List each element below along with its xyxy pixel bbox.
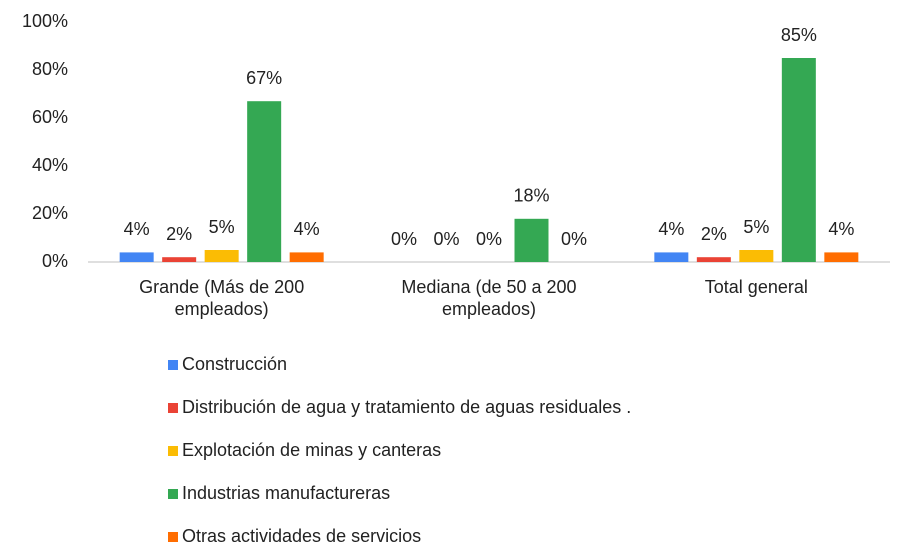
data-label: 5% [209, 217, 235, 237]
data-label: 2% [166, 224, 192, 244]
data-label: 0% [391, 229, 417, 249]
legend-swatch [168, 446, 178, 456]
y-tick-label: 100% [22, 11, 68, 31]
legend-label: Construcción [182, 354, 287, 374]
data-label: 2% [701, 224, 727, 244]
data-label: 67% [246, 68, 282, 88]
bar [514, 218, 549, 262]
data-label: 4% [294, 219, 320, 239]
legend-label: Distribución de agua y tratamiento de ag… [182, 397, 631, 417]
legend-swatch [168, 489, 178, 499]
bar [289, 252, 324, 262]
data-label: 18% [513, 186, 549, 206]
x-tick-label: Grande (Más de 200 empleados) [139, 277, 305, 319]
legend-swatch [168, 532, 178, 542]
legend-label: Explotación de minas y canteras [182, 440, 441, 460]
legend-label: Otras actividades de servicios [182, 526, 421, 546]
bar [824, 252, 859, 262]
data-label: 4% [828, 219, 854, 239]
bar [781, 58, 816, 262]
data-label: 4% [658, 219, 684, 239]
bar [162, 257, 197, 262]
legend-label: Industrias manufactureras [182, 483, 390, 503]
bar [739, 250, 774, 262]
y-tick-label: 60% [32, 107, 68, 127]
bar [654, 252, 689, 262]
data-label: 0% [433, 229, 459, 249]
y-tick-label: 0% [42, 251, 68, 271]
bar [204, 250, 239, 262]
y-tick-label: 40% [32, 155, 68, 175]
y-tick-label: 80% [32, 59, 68, 79]
data-label: 4% [124, 219, 150, 239]
bar [247, 101, 282, 262]
data-label: 5% [743, 217, 769, 237]
legend-swatch [168, 360, 178, 370]
data-label: 0% [476, 229, 502, 249]
x-tick-label: Mediana (de 50 a 200 empleados) [401, 277, 577, 319]
data-label: 85% [781, 25, 817, 45]
y-tick-label: 20% [32, 203, 68, 223]
x-tick-label: Total general [704, 277, 808, 297]
bar [119, 252, 154, 262]
data-label: 0% [561, 229, 587, 249]
bar [696, 257, 731, 262]
legend-swatch [168, 403, 178, 413]
